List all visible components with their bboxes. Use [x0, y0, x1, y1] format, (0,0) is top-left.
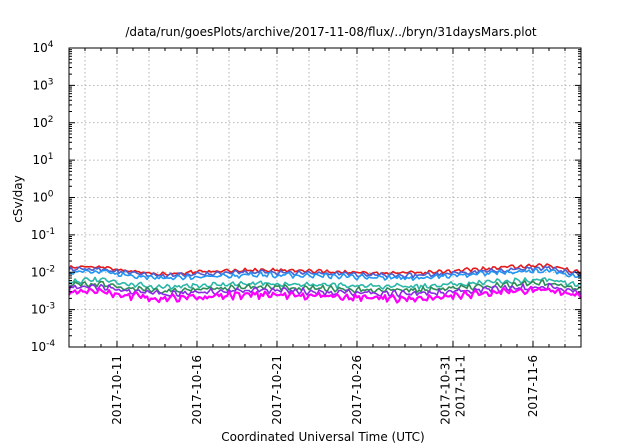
y-tick-label: 10-2: [31, 264, 55, 279]
x-axis: 2017-10-11 2017-10-16 2017-10-21 2017-10-26…: [84, 48, 566, 425]
y-tick-label: 102: [32, 115, 53, 130]
series-line: [68, 285, 582, 304]
y-tick-label: 104: [32, 40, 53, 55]
series-layer: [68, 263, 582, 304]
x-tick-label: 2017-11-1: [454, 355, 468, 417]
y-tick-label: 103: [32, 77, 53, 92]
chart-title: /data/run/goesPlots/archive/2017-11-08/f…: [125, 25, 537, 39]
series-line: [68, 279, 582, 295]
x-tick-label: 2017-11-6: [526, 355, 540, 417]
x-tick-label: 2017-10-16: [190, 355, 204, 425]
x-tick-label: 2017-10-11: [110, 355, 124, 425]
x-axis-label: Coordinated Universal Time (UTC): [221, 430, 424, 444]
y-tick-label: 100: [32, 190, 53, 205]
y-tick-label: 10-1: [31, 227, 55, 242]
x-tick-label: 2017-10-31: [439, 355, 453, 425]
y-axis-label: cSv/day: [11, 175, 25, 222]
y-axis: 10-4 10-3 10-2 10-1 100 101 102 103 104: [31, 40, 581, 354]
y-tick-label: 10-3: [31, 302, 55, 317]
x-tick-label: 2017-10-21: [270, 355, 284, 425]
series-line: [68, 267, 582, 282]
y-tick-label: 10-4: [31, 339, 56, 354]
y-tick-label: 101: [32, 152, 53, 167]
x-tick-label: 2017-10-26: [350, 355, 364, 425]
